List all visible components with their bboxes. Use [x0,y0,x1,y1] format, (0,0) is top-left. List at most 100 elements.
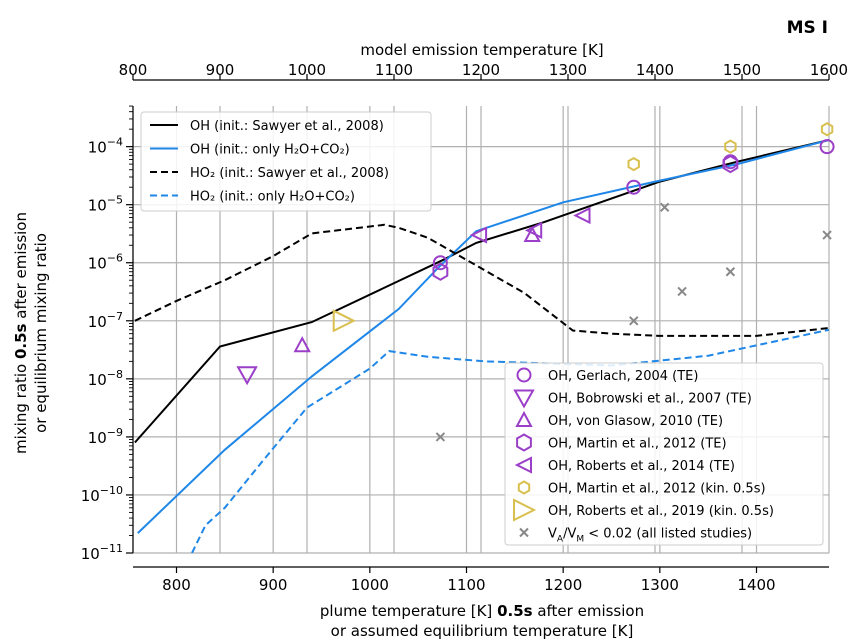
x-tick-label: 1200 [544,576,582,594]
x-axis-label-suffix: after emission [533,602,645,620]
data-point-hexagon-small [820,122,834,137]
data-point-x-stroke2 [659,202,670,213]
legend-marker-triangle-down [513,389,535,409]
data-point-hexagon-small [627,156,640,172]
series-line-1 [137,139,829,534]
x-tick-label: 1000 [351,576,389,594]
data-point-x [435,432,446,442]
top-x-axis-label: model emission temperature [K] [360,41,603,59]
x-tick-label: 800 [162,576,191,594]
top-x-tick-label: 1000 [288,61,326,79]
data-point-x-stroke2 [629,316,639,326]
data-point-triangle-right-large [332,309,356,333]
y-tick-label: 10−6 [88,252,123,273]
legend-marker-triangle-up [515,410,533,427]
y-tick-label: 10−4 [88,136,123,157]
legend-marker-label: OH, von Glasow, 2010 (TE) [548,414,723,429]
legend-marker-triangle-right-large-shape [513,498,537,522]
data-point-hexagon-shape [722,154,739,174]
series-lines [134,139,829,553]
top-x-tick-label: 800 [119,61,148,79]
x-tick-label: 1300 [641,576,679,594]
y-tick-label: 10−10 [81,484,123,505]
data-point-triangle-left-shape [524,221,543,240]
legend-marker-x [519,527,529,538]
legend-marker-label: OH, Roberts et al., 2019 (kin. 0.5s) [548,504,774,519]
data-point-circle [432,255,448,271]
data-point-triangle-left [573,206,591,225]
data-point-x-stroke2 [435,432,446,442]
top-x-tick-label: 1600 [810,61,848,79]
legend-line-label: HO₂ (init.: Sawyer et al., 2008) [190,166,389,181]
data-point-x [677,286,687,297]
y-axis-label-bold: 0.5s [12,323,30,359]
data-point-x-stroke2 [725,267,736,277]
legend-marker-hexagon-shape [516,433,532,452]
legend-marker-triangle-right-large [513,498,537,522]
legend-marker-label: OH, Bobrowski et al., 2007 (TE) [548,392,752,407]
legend-markers-frame [504,362,824,546]
legend-lines: OH (init.: Sawyer et al., 2008) OH (init.… [140,111,432,212]
y-tick-label: 10−11 [81,542,123,563]
legend-marker-circle-shape [516,367,532,383]
data-point-triangle-left [469,226,488,244]
data-point-hexagon-small-shape [820,122,834,137]
data-point-x-stroke2 [677,286,687,297]
top-x-tick-label: 1500 [723,61,761,79]
legend-line-label: OH (init.: only H₂O+CO₂) [190,143,350,158]
y-tick-label: 10−5 [88,194,123,215]
x-tick-label: 1100 [447,576,485,594]
legend-line-label: HO₂ (init.: only H₂O+CO₂) [190,190,355,205]
legend-marker-label: OH, Martin et al., 2012 (TE) [548,437,727,452]
top-x-tick-label: 1100 [375,61,413,79]
legend-line-label: OH (init.: Sawyer et al., 2008) [190,119,384,134]
y-axis-label-line2: or equilibrium mixing ratio [32,233,50,433]
data-point-hexagon-small-shape [724,139,737,154]
y-tick-label: 10−7 [88,310,123,331]
data-point-circle [626,179,642,195]
x-axis-label-prefix: plume temperature [K] [320,602,497,620]
data-point-circle [819,139,835,155]
x-axis-label-bold: 0.5s [497,602,533,620]
y-tick-label: 10−8 [88,368,123,389]
data-point-hexagon [432,262,449,281]
legend-last-part: < 0.02 (all listed studies) [584,527,752,542]
data-point-circle-shape [432,255,448,271]
data-point-triangle-down [236,366,258,386]
legend-last-part: A [557,535,564,545]
y-tick-label: 10−9 [88,426,123,447]
data-point-circle-shape [626,179,642,195]
series-line-2 [134,223,829,337]
y-axis-label-line1: mixing ratio 0.5s after emission [12,212,30,454]
data-point-x-stroke2 [822,230,832,240]
top-x-tick-label: 1400 [636,61,674,79]
legend-marker-triangle-left [514,456,532,474]
top-x-tick-label: 1200 [462,61,500,79]
x-axis-label-line2: or assumed equilibrium temperature [K] [331,622,634,640]
data-point-triangle-left [524,221,543,240]
data-point-hexagon-shape [432,262,449,281]
data-point-x [659,202,670,213]
data-point-triangle-up-shape [293,336,311,353]
legend-marker-triangle-down-shape [513,389,535,409]
legend-lines-frame [140,111,432,212]
top-x-tick-label: 1300 [549,61,587,79]
y-axis-label-suffix: after emission [12,212,30,324]
data-point-circle-shape [819,139,835,155]
legend-marker-hexagon [516,433,532,452]
legend-marker-triangle-left-shape [514,456,532,474]
legend-last-part: V [548,527,557,542]
data-point-triangle-left-shape [573,206,591,225]
series-line-0 [134,139,829,444]
legend-last-part: /V [563,527,576,542]
data-point-triangle-down-shape [236,366,258,386]
x-tick-label: 1400 [737,576,775,594]
data-point-triangle-left-shape [469,226,488,244]
legend-marker-triangle-up-shape [515,410,533,427]
x-tick-label: 900 [259,576,288,594]
data-point-triangle-right-large-shape [332,309,356,333]
legend-marker-circle [516,367,532,383]
y-axis-label-prefix: mixing ratio [12,359,30,454]
legend-marker-label: OH, Roberts et al., 2014 (TE) [548,459,735,474]
